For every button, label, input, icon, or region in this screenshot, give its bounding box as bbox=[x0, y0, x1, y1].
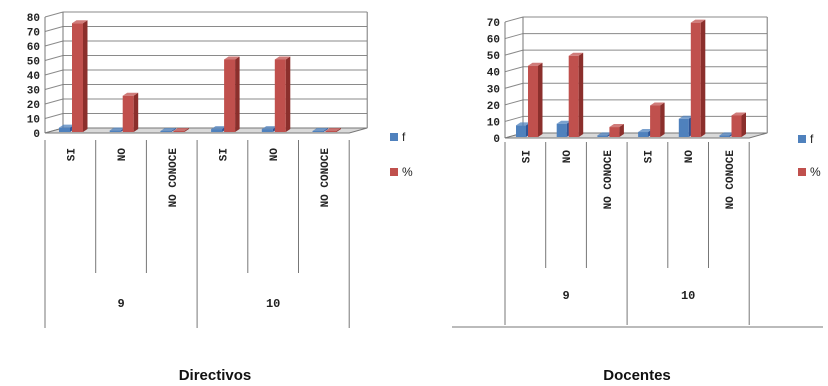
docentes-grid-diag bbox=[504, 33, 524, 40]
docentes-x-category-label: SI bbox=[521, 150, 533, 163]
docentes-y-tick: 70 bbox=[487, 18, 500, 30]
directivos-grid-diag bbox=[44, 69, 64, 76]
docentes-y-tick: 20 bbox=[487, 101, 500, 113]
directivos-grid-diag bbox=[44, 11, 64, 18]
docentes-grid-diag bbox=[504, 49, 524, 56]
directivos-grid-diag bbox=[44, 84, 64, 90]
docentes-bar-pct bbox=[690, 19, 706, 137]
docentes-grid-diag bbox=[504, 66, 524, 73]
directivos-legend-label-pct: % bbox=[402, 165, 413, 179]
directivos-x-category-label: SI bbox=[66, 148, 78, 161]
docentes-x-category-label: NO bbox=[684, 150, 696, 164]
directivos-bar-f bbox=[160, 128, 176, 132]
directivos-legend-swatch-f bbox=[390, 133, 398, 141]
directivos-bar-pct bbox=[122, 92, 139, 132]
directivos-chart-title: Directivos bbox=[179, 367, 252, 384]
docentes-y-tick: 50 bbox=[487, 51, 500, 63]
docentes-y-tick: 30 bbox=[487, 84, 500, 96]
directivos-group-label: 9 bbox=[117, 297, 124, 311]
docentes-bar-pct bbox=[650, 102, 665, 137]
docentes-grid-diag bbox=[504, 82, 524, 89]
docentes-legend-swatch-pct bbox=[798, 168, 806, 176]
directivos-y-tick: 30 bbox=[27, 86, 40, 98]
docentes-bar-pct bbox=[731, 112, 746, 137]
docentes-group-label: 10 bbox=[681, 289, 695, 303]
docentes-grid-diag bbox=[504, 99, 524, 106]
docentes-y-tick: 40 bbox=[487, 68, 500, 80]
directivos-bar-pct bbox=[72, 20, 88, 132]
directivos-y-tick: 50 bbox=[27, 57, 40, 69]
directivos-grid-diag bbox=[44, 26, 64, 32]
directivos-group-label: 10 bbox=[266, 297, 280, 311]
directivos-y-tick: 60 bbox=[27, 42, 40, 54]
docentes-x-category-label: NO CONOCE bbox=[603, 150, 615, 210]
docentes-y-tick: 10 bbox=[487, 117, 500, 129]
directivos-bar-pct bbox=[325, 128, 341, 132]
docentes-bar-pct bbox=[609, 124, 624, 137]
directivos-y-tick: 20 bbox=[27, 100, 40, 112]
directivos-bar-f bbox=[312, 128, 328, 132]
docentes-chart-title: Docentes bbox=[603, 367, 671, 384]
directivos-grid-diag bbox=[44, 55, 64, 61]
docentes-bar-pct bbox=[528, 62, 543, 137]
directivos-grid-diag bbox=[44, 113, 64, 119]
directivos-bar-pct bbox=[274, 56, 291, 132]
directivos-x-category-label: NO CONOCE bbox=[320, 148, 332, 208]
docentes-group-label: 9 bbox=[562, 289, 569, 303]
docentes-y-tick: 60 bbox=[487, 35, 500, 47]
directivos-grid-diag bbox=[44, 40, 64, 47]
directivos-x-category-label: NO CONOCE bbox=[168, 148, 180, 208]
directivos-y-tick: 0 bbox=[33, 129, 40, 141]
docentes-grid-diag bbox=[504, 115, 524, 122]
directivos-x-category-label: NO bbox=[269, 148, 281, 162]
docentes-legend-label-f: f bbox=[810, 132, 814, 146]
docentes-x-category-label: NO bbox=[562, 150, 574, 164]
directivos-bar-pct bbox=[173, 128, 189, 132]
docentes-y-tick: 0 bbox=[493, 134, 500, 146]
directivos-y-tick: 80 bbox=[27, 13, 40, 25]
directivos-x-category-label: SI bbox=[218, 148, 230, 161]
directivos-grid-diag bbox=[44, 98, 64, 105]
docentes-bar-pct bbox=[568, 52, 584, 137]
directivos-bar-pct bbox=[224, 56, 240, 132]
directivos-y-tick: 70 bbox=[27, 28, 40, 40]
directivos-y-tick: 40 bbox=[27, 71, 40, 83]
directivos-x-category-label: NO bbox=[117, 148, 129, 162]
docentes-x-category-label: SI bbox=[643, 150, 655, 163]
docentes-x-category-label: NO CONOCE bbox=[725, 150, 737, 210]
docentes-legend-label-pct: % bbox=[810, 165, 821, 179]
docentes-legend-swatch-f bbox=[798, 135, 806, 143]
docentes-grid-diag bbox=[504, 16, 524, 23]
directivos-legend-label-f: f bbox=[402, 130, 406, 144]
directivos-y-tick: 10 bbox=[27, 115, 40, 127]
directivos-legend-swatch-pct bbox=[390, 168, 398, 176]
